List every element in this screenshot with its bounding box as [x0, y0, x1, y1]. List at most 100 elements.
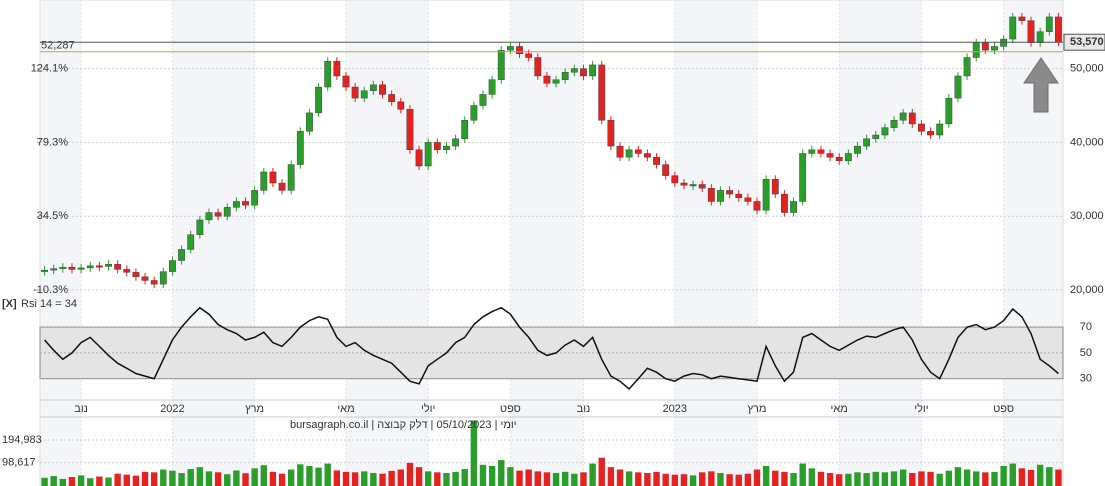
volume-bar: [680, 474, 688, 486]
y-tick-label: 50: [1080, 347, 1092, 359]
candle-body: [452, 138, 459, 147]
candle-body: [105, 264, 112, 267]
volume-bar: [817, 471, 825, 486]
candle-body: [589, 64, 596, 77]
x-tick-label: מרץ: [245, 403, 264, 415]
volume-bar: [973, 471, 980, 486]
candle-body: [141, 276, 149, 281]
volume-bar: [808, 468, 816, 486]
candle-body: [388, 94, 396, 103]
indicator-label: Rsi 14 = 34: [21, 298, 77, 310]
volume-bar: [945, 470, 953, 486]
candle-body: [488, 79, 496, 95]
candle-body: [433, 142, 441, 150]
volume-bar: [470, 420, 478, 486]
volume-bar: [872, 471, 879, 486]
volume-bar: [1009, 463, 1016, 486]
volume-bar: [607, 467, 615, 486]
candle-body: [936, 123, 944, 136]
candle-body: [232, 201, 240, 208]
volume-bar: [96, 476, 103, 486]
volume-bar: [406, 462, 414, 486]
volume-bar: [689, 475, 697, 486]
volume-bar: [1046, 467, 1053, 486]
candle-body: [653, 156, 660, 165]
volume-bar: [909, 473, 916, 486]
candle-body: [379, 84, 386, 95]
candle-body: [543, 75, 551, 84]
volume-bar: [205, 471, 213, 486]
volume-bar: [781, 471, 788, 486]
volume-bar: [982, 472, 989, 486]
volume-bar: [890, 471, 898, 486]
y2-tick-label: 34.5%: [37, 210, 68, 222]
volume-bar: [196, 467, 204, 486]
volume-bar: [443, 473, 450, 486]
volume-bar: [351, 472, 359, 486]
candle-body: [360, 90, 368, 99]
volume-bar: [342, 471, 350, 486]
volume-bar: [799, 463, 806, 486]
volume-bar: [169, 470, 176, 486]
volume-bar: [370, 473, 377, 486]
candle-body: [150, 280, 158, 285]
volume-bar: [571, 473, 578, 486]
candle-body: [561, 72, 569, 80]
volume-bar: [635, 472, 642, 486]
volume-bar: [388, 470, 395, 486]
arrow-up-icon: [1023, 57, 1059, 113]
volume-bar: [260, 465, 267, 486]
volume-bar: [1018, 468, 1026, 486]
candle-body: [497, 49, 505, 80]
candle-body: [552, 79, 560, 84]
candle-body: [507, 46, 514, 51]
volume-bar: [881, 472, 889, 486]
period-band: [172, 0, 255, 486]
x-tick-label: יולי: [914, 402, 928, 415]
volume-bar: [543, 472, 551, 486]
volume-bar: [306, 465, 313, 486]
reference-label: 52,287: [41, 40, 75, 52]
candle-body: [534, 57, 542, 77]
candle-body: [159, 271, 167, 285]
x-tick-label: מאי: [337, 403, 354, 415]
volume-bar: [1036, 464, 1044, 486]
volume-bar: [224, 474, 231, 486]
candle-body: [726, 190, 734, 195]
close-button[interactable]: [X]: [2, 298, 17, 310]
candle-body: [844, 153, 852, 162]
candle-body: [479, 94, 487, 106]
volume-bar: [333, 470, 341, 486]
candle-body: [41, 269, 48, 272]
candle-body: [808, 149, 816, 154]
candle-body: [132, 272, 140, 277]
volume-bar: [562, 471, 569, 486]
x-tick-label: 2022: [160, 403, 184, 415]
volume-bar: [954, 467, 962, 486]
candle-body: [835, 156, 843, 162]
volume-bar: [187, 469, 194, 486]
volume-bar: [507, 467, 514, 486]
volume-bar: [963, 469, 971, 486]
y-tick-label: 40,000: [1070, 136, 1104, 148]
candle-body: [296, 131, 304, 165]
volume-bar: [297, 464, 304, 486]
y-tick-label: 30,000: [1070, 210, 1104, 222]
volume-bar: [836, 474, 843, 486]
volume-bar: [598, 457, 605, 486]
candle-body: [443, 145, 450, 150]
candle-body: [899, 112, 907, 121]
candle-body: [717, 190, 724, 202]
volume-bar: [324, 463, 331, 486]
volume-bar: [479, 464, 487, 486]
volume-bar: [772, 470, 779, 486]
x-tick-label: ספט: [500, 403, 521, 415]
volume-bar: [77, 475, 85, 486]
y-tick-label: 50,000: [1070, 62, 1104, 74]
candle-body: [762, 179, 770, 211]
volume-bar: [315, 467, 322, 486]
x-tick-label: יולי: [421, 402, 435, 415]
candle-body: [707, 187, 715, 202]
candle-body: [68, 266, 76, 270]
volume-bar: [114, 473, 121, 486]
